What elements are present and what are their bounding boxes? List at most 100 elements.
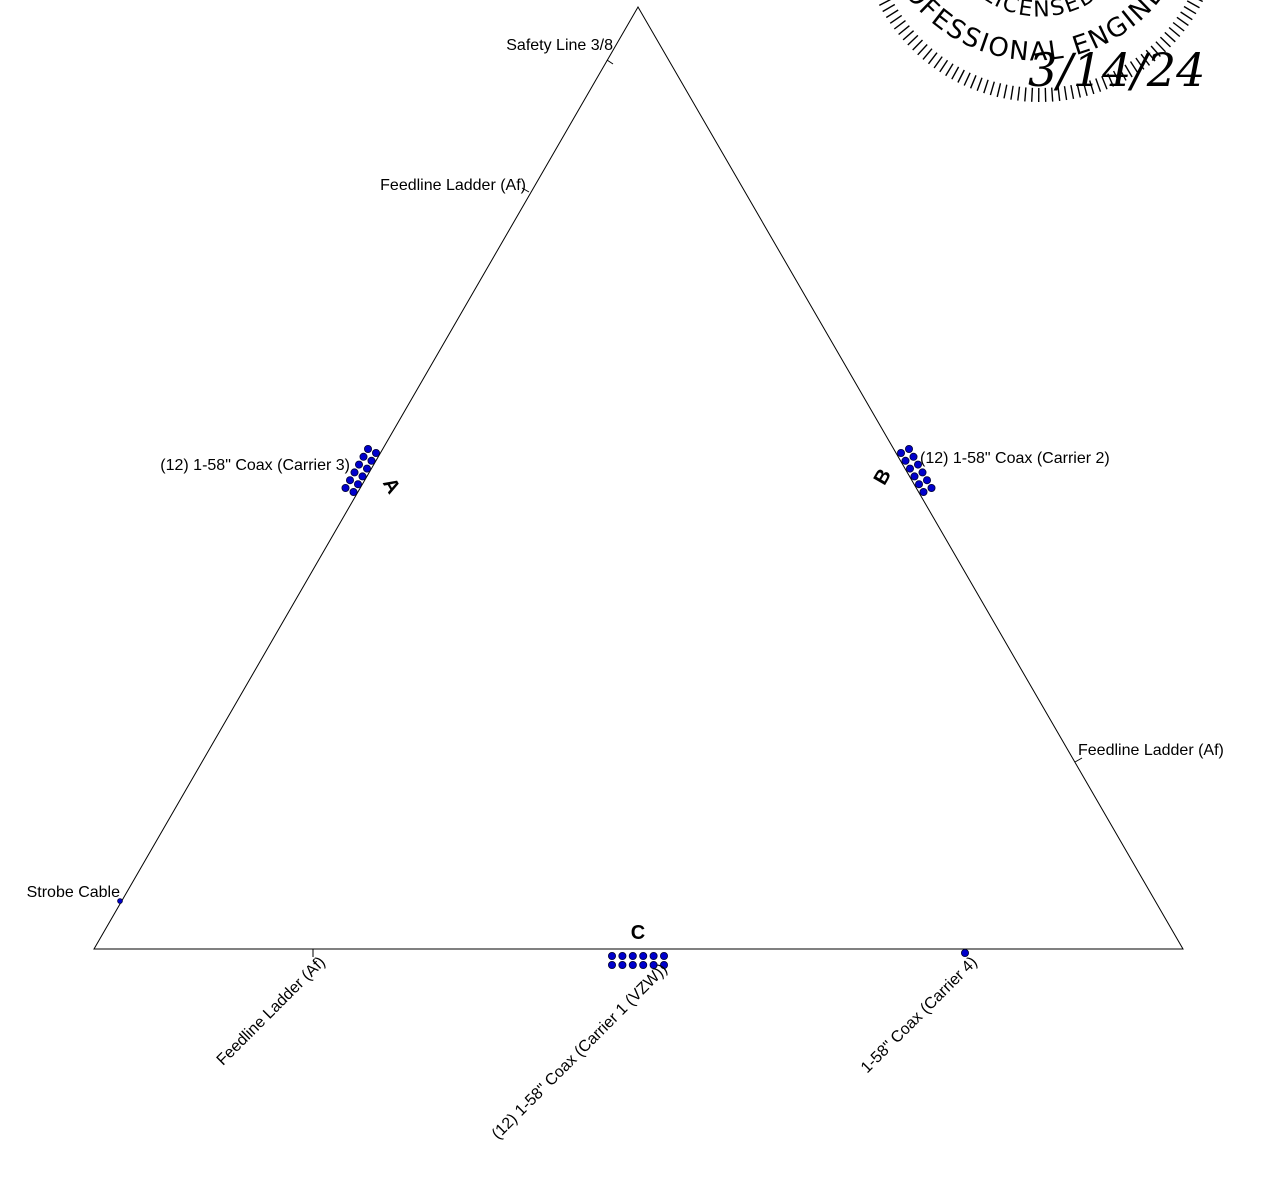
coax-dot bbox=[363, 444, 372, 453]
coax-dot bbox=[367, 456, 376, 465]
seal-tick bbox=[1031, 87, 1034, 102]
coax-dot bbox=[923, 476, 932, 485]
safety-line-label: Safety Line 3/8 bbox=[506, 37, 613, 54]
seal-tick bbox=[1164, 31, 1176, 43]
seal-tick bbox=[882, 3, 896, 13]
seal-tick bbox=[1183, 5, 1197, 15]
coax-dot bbox=[359, 452, 368, 461]
coax-dot bbox=[649, 961, 658, 970]
seal-tick-ring bbox=[878, 0, 1204, 103]
seal-tick bbox=[898, 25, 910, 36]
coax-dot bbox=[371, 448, 380, 457]
coax-carrier4-dot bbox=[961, 949, 970, 958]
seal-tick bbox=[1112, 70, 1121, 84]
coax-dot bbox=[608, 961, 617, 970]
strobe-cable-label: Strobe Cable bbox=[27, 884, 120, 901]
seal-tick bbox=[1017, 86, 1021, 101]
coax-dot bbox=[649, 952, 658, 961]
seal-tick bbox=[1003, 84, 1008, 99]
feedline-ladder-a-label: Feedline Ladder (Af) bbox=[380, 177, 526, 194]
seal-tick bbox=[945, 63, 954, 77]
coax-dot bbox=[618, 961, 627, 970]
seal-tick bbox=[1076, 83, 1081, 98]
coax-dot bbox=[353, 480, 362, 489]
seal-tick bbox=[1082, 82, 1088, 96]
seal-tick bbox=[976, 77, 983, 92]
seal-tick bbox=[989, 81, 995, 96]
seal-tick bbox=[1095, 78, 1102, 92]
seal-tick bbox=[1124, 64, 1133, 78]
coax-dot bbox=[608, 952, 617, 961]
coax-dot bbox=[901, 456, 910, 465]
seal-tick bbox=[1089, 80, 1095, 95]
feedline-ladder-b-tick bbox=[1074, 757, 1083, 763]
seal-tick bbox=[878, 0, 892, 7]
coax-dot bbox=[350, 468, 359, 477]
coax-dot bbox=[910, 472, 919, 481]
coax-group-carrier2 bbox=[897, 444, 936, 496]
coax-dot bbox=[914, 460, 923, 469]
seal-tick bbox=[912, 39, 923, 51]
seal-tick bbox=[1159, 36, 1171, 48]
coax-carrier1-label: (12) 1-58" Coax (Carrier 1 (VZW)) bbox=[489, 961, 671, 1143]
coax-dot bbox=[341, 483, 350, 492]
seal-signature-date: 3/14/24 bbox=[1028, 43, 1205, 97]
face-c-label: C bbox=[631, 922, 645, 944]
seal-tick bbox=[933, 56, 943, 69]
seal-tick bbox=[1118, 67, 1127, 81]
seal-tick bbox=[1135, 57, 1145, 70]
coax-dot bbox=[918, 468, 927, 477]
coax-carrier4-label: 1-58" Coax (Carrier 4) bbox=[858, 954, 981, 1077]
seal-tick bbox=[963, 72, 971, 86]
seal-tick bbox=[1070, 84, 1075, 100]
feedline-ladder-c-label: Feedline Ladder (Af) bbox=[214, 954, 329, 1069]
tower-triangle bbox=[93, 6, 1184, 950]
seal-tick bbox=[1198, 0, 1204, 3]
seal-tick bbox=[1168, 26, 1181, 38]
seal-tick bbox=[939, 59, 949, 73]
seal-tick bbox=[957, 69, 965, 83]
coax-group-carrier1 bbox=[608, 952, 669, 970]
engineer-seal: LICENSED PROFESSIONAL ENGINEER 3/14/24 bbox=[878, 0, 1205, 103]
coax-dot bbox=[628, 961, 637, 970]
seal-tick bbox=[996, 83, 1002, 98]
coax-dot bbox=[358, 472, 367, 481]
seal-tick bbox=[902, 30, 915, 41]
seal-tick bbox=[969, 75, 977, 89]
seal-tick bbox=[1063, 86, 1068, 101]
seal-tick bbox=[983, 79, 989, 94]
seal-tick bbox=[885, 9, 899, 19]
coax-dot bbox=[897, 448, 906, 457]
feedline-ladder-b-label: Feedline Ladder (Af) bbox=[1078, 742, 1224, 759]
seal-tick bbox=[1155, 41, 1167, 53]
coax-dot bbox=[639, 952, 648, 961]
seal-tick bbox=[1107, 73, 1115, 87]
coax-dot bbox=[362, 464, 371, 473]
coax-dot bbox=[345, 476, 354, 485]
seal-tick bbox=[1140, 53, 1151, 66]
seal-tick bbox=[1172, 21, 1185, 32]
coax-dot bbox=[905, 444, 914, 453]
face-a-label: A bbox=[378, 474, 404, 498]
seal-tick bbox=[1150, 45, 1161, 57]
seal-tick bbox=[1180, 11, 1193, 21]
coax-dot bbox=[639, 961, 648, 970]
seal-tick bbox=[1145, 49, 1156, 62]
seal-tick bbox=[951, 66, 960, 80]
coax-dot bbox=[906, 464, 915, 473]
coax-dot bbox=[354, 460, 363, 469]
seal-tick bbox=[1051, 87, 1054, 102]
coax-dot bbox=[915, 480, 924, 489]
face-b-label: B bbox=[870, 465, 896, 489]
coax-dot bbox=[919, 487, 928, 496]
seal-tick bbox=[889, 14, 903, 24]
seal-tick bbox=[927, 52, 938, 65]
seal-tick bbox=[922, 48, 933, 60]
seal-tick bbox=[893, 20, 906, 30]
feedline-ladder-a-tick bbox=[521, 187, 530, 193]
coax-dot bbox=[909, 452, 918, 461]
seal-tick bbox=[1010, 85, 1014, 100]
coax-dot bbox=[660, 961, 669, 970]
seal-tick bbox=[907, 34, 919, 46]
